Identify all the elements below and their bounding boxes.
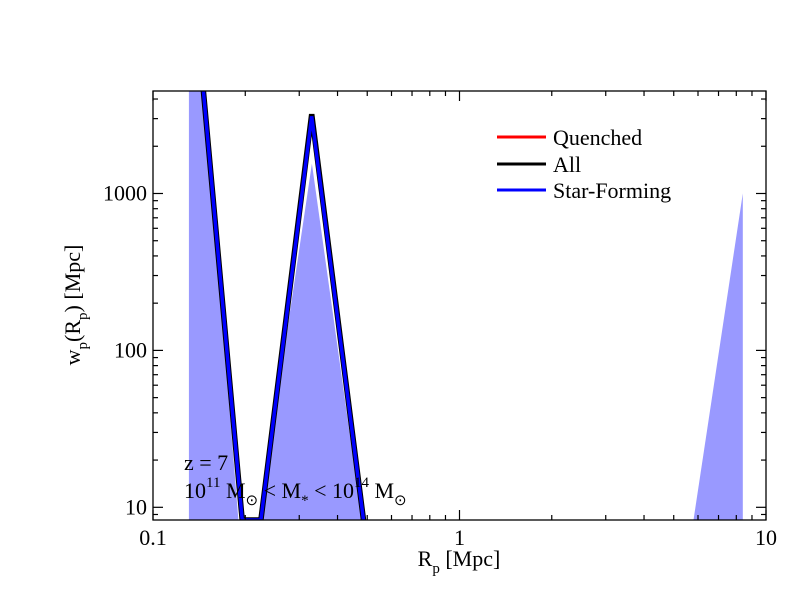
- legend-label-star-forming: Star-Forming: [553, 178, 671, 203]
- band-1: [188, 91, 239, 520]
- plot-frame: [152, 90, 767, 521]
- annotation-mass-range: 1011 M⊙ < M* < 1014 M⊙: [184, 475, 407, 509]
- y-tick-label: 100: [114, 337, 147, 362]
- series-line-star-forming: [201, 91, 366, 520]
- series-lines: [200, 91, 367, 520]
- confidence-bands: [188, 91, 743, 520]
- y-axis-label: wp(Rp) [Mpc]: [60, 245, 91, 366]
- axis-ticks: 0.1 1 10 10 100 1000: [103, 91, 777, 550]
- x-tick-label: 0.1: [139, 525, 167, 550]
- annotation: z = 7 1011 M⊙ < M* < 1014 M⊙: [184, 450, 407, 509]
- annotation-redshift: z = 7: [184, 450, 228, 475]
- sun-symbol-2: ⊙: [394, 493, 407, 509]
- y-tick-label: 10: [125, 494, 147, 519]
- legend: Quenched All Star-Forming: [497, 125, 671, 203]
- x-axis-label: Rp [Mpc]: [418, 546, 501, 577]
- x-tick-label: 10: [755, 525, 777, 550]
- y-tick-label: 1000: [103, 180, 147, 205]
- sun-symbol: ⊙: [246, 493, 259, 509]
- band-3: [693, 193, 743, 520]
- band-2: [259, 163, 362, 520]
- x-tick-label: 1: [454, 525, 465, 550]
- legend-label-all: All: [553, 152, 581, 177]
- legend-label-quenched: Quenched: [553, 125, 642, 150]
